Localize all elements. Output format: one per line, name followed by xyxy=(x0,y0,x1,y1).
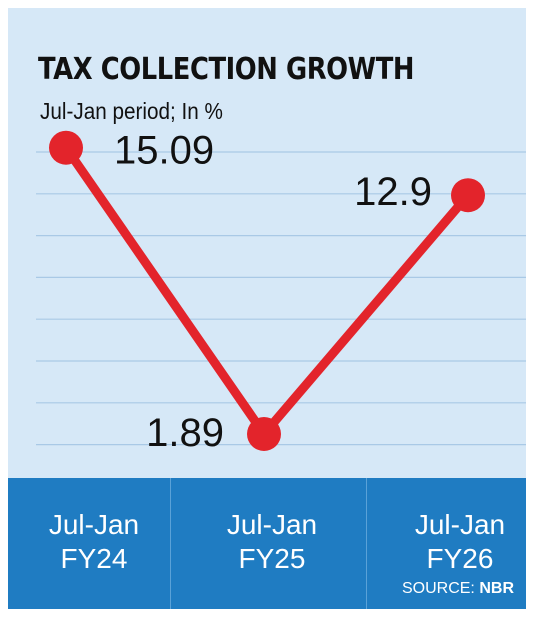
x-tick-label-fy25: Jul-Jan FY25 xyxy=(186,508,358,576)
plot-background xyxy=(8,8,526,478)
chart-subtitle: Jul-Jan period; In % xyxy=(40,98,223,124)
x-tick-label-line1: Jul-Jan xyxy=(48,509,140,540)
x-tick-label-fy26: Jul-Jan FY26 xyxy=(374,508,526,576)
chart-title: TAX COLLECTION GROWTH xyxy=(38,52,415,87)
category-divider xyxy=(170,478,171,609)
x-tick-label-line2: FY25 xyxy=(238,543,306,574)
data-point xyxy=(451,178,485,213)
source-label: SOURCE: xyxy=(401,580,475,597)
category-divider xyxy=(366,478,367,609)
x-tick-label-fy24: Jul-Jan FY24 xyxy=(8,508,180,576)
x-tick-label-line2: FY24 xyxy=(60,543,128,574)
x-tick-label-line1: Jul-Jan xyxy=(226,509,318,540)
data-point xyxy=(49,130,83,165)
data-point xyxy=(247,416,281,451)
data-label: 15.09 xyxy=(114,129,214,173)
source-note: SOURCE: NBR xyxy=(402,580,514,598)
source-value: NBR xyxy=(479,580,514,597)
x-tick-label-line2: FY26 xyxy=(426,543,494,574)
data-label: 12.9 xyxy=(354,170,432,214)
category-band xyxy=(8,478,526,609)
chart-frame: 15.09 1.89 12.9 TAX COLLECTION GROWTH Jul-… xyxy=(8,8,526,609)
x-tick-label-line1: Jul-Jan xyxy=(414,509,506,540)
line-chart: 15.09 1.89 12.9 xyxy=(36,129,526,455)
data-label: 1.89 xyxy=(146,411,224,455)
